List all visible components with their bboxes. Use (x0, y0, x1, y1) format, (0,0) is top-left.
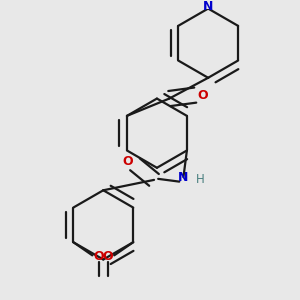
Text: O: O (103, 250, 113, 262)
Text: N: N (178, 171, 189, 184)
Text: O: O (93, 250, 104, 262)
Text: O: O (197, 88, 208, 102)
Text: N: N (203, 0, 213, 13)
Text: H: H (196, 173, 204, 186)
Text: O: O (123, 155, 134, 168)
